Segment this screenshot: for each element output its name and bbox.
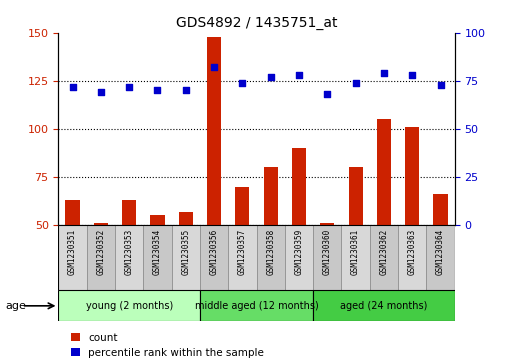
Point xyxy=(267,74,275,80)
Bar xyxy=(313,225,341,290)
Text: GSM1230356: GSM1230356 xyxy=(210,228,218,274)
Point xyxy=(408,72,416,78)
Point xyxy=(380,70,388,76)
Text: GSM1230361: GSM1230361 xyxy=(351,228,360,274)
Bar xyxy=(122,200,136,225)
Bar xyxy=(172,225,200,290)
Bar xyxy=(207,37,221,225)
Text: GSM1230351: GSM1230351 xyxy=(68,228,77,274)
Bar xyxy=(341,33,370,225)
Bar xyxy=(398,33,426,225)
Bar xyxy=(58,290,200,321)
Text: middle aged (12 months): middle aged (12 months) xyxy=(195,301,319,311)
Text: GSM1230359: GSM1230359 xyxy=(295,228,303,274)
Text: aged (24 months): aged (24 months) xyxy=(340,301,428,311)
Bar xyxy=(320,223,334,225)
Bar xyxy=(200,290,313,321)
Text: GSM1230352: GSM1230352 xyxy=(97,228,105,274)
Bar xyxy=(228,225,257,290)
Bar xyxy=(377,119,391,225)
Bar xyxy=(115,225,143,290)
Text: GSM1230354: GSM1230354 xyxy=(153,228,162,274)
Bar xyxy=(348,167,363,225)
Legend: count, percentile rank within the sample: count, percentile rank within the sample xyxy=(71,333,264,358)
Bar xyxy=(313,33,341,225)
Bar xyxy=(285,33,313,225)
Point xyxy=(97,89,105,95)
Bar xyxy=(405,127,419,225)
Point xyxy=(238,80,246,86)
Point xyxy=(125,83,133,89)
Point xyxy=(182,87,190,93)
Bar xyxy=(143,33,172,225)
Text: young (2 months): young (2 months) xyxy=(85,301,173,311)
Bar xyxy=(200,225,228,290)
Bar xyxy=(228,33,257,225)
Bar xyxy=(66,200,80,225)
Bar xyxy=(370,225,398,290)
Bar xyxy=(58,225,87,290)
Bar xyxy=(433,194,448,225)
Bar xyxy=(115,33,143,225)
Text: GSM1230364: GSM1230364 xyxy=(436,228,445,274)
Point xyxy=(295,72,303,78)
Bar xyxy=(200,33,228,225)
Bar xyxy=(257,225,285,290)
Bar xyxy=(426,225,455,290)
Bar xyxy=(58,33,87,225)
Bar xyxy=(264,167,278,225)
Text: GSM1230355: GSM1230355 xyxy=(181,228,190,274)
Bar xyxy=(313,290,455,321)
Point xyxy=(323,91,331,97)
Bar xyxy=(257,33,285,225)
Bar xyxy=(235,187,249,225)
Bar xyxy=(94,223,108,225)
Bar xyxy=(179,212,193,225)
Text: GSM1230358: GSM1230358 xyxy=(266,228,275,274)
Text: GSM1230357: GSM1230357 xyxy=(238,228,247,274)
Bar xyxy=(341,225,370,290)
Bar xyxy=(143,225,172,290)
Text: GSM1230363: GSM1230363 xyxy=(408,228,417,274)
Point xyxy=(210,64,218,70)
Text: GSM1230362: GSM1230362 xyxy=(379,228,389,274)
Bar xyxy=(172,33,200,225)
Point xyxy=(352,80,360,86)
Bar xyxy=(285,225,313,290)
Bar xyxy=(370,33,398,225)
Bar xyxy=(87,225,115,290)
Text: age: age xyxy=(5,301,26,311)
Text: GSM1230353: GSM1230353 xyxy=(124,228,134,274)
Bar xyxy=(150,216,165,225)
Bar xyxy=(426,33,455,225)
Title: GDS4892 / 1435751_at: GDS4892 / 1435751_at xyxy=(176,16,337,30)
Bar xyxy=(292,148,306,225)
Point xyxy=(153,87,162,93)
Point xyxy=(436,82,444,87)
Text: GSM1230360: GSM1230360 xyxy=(323,228,332,274)
Bar xyxy=(398,225,426,290)
Bar xyxy=(87,33,115,225)
Point xyxy=(69,83,77,89)
